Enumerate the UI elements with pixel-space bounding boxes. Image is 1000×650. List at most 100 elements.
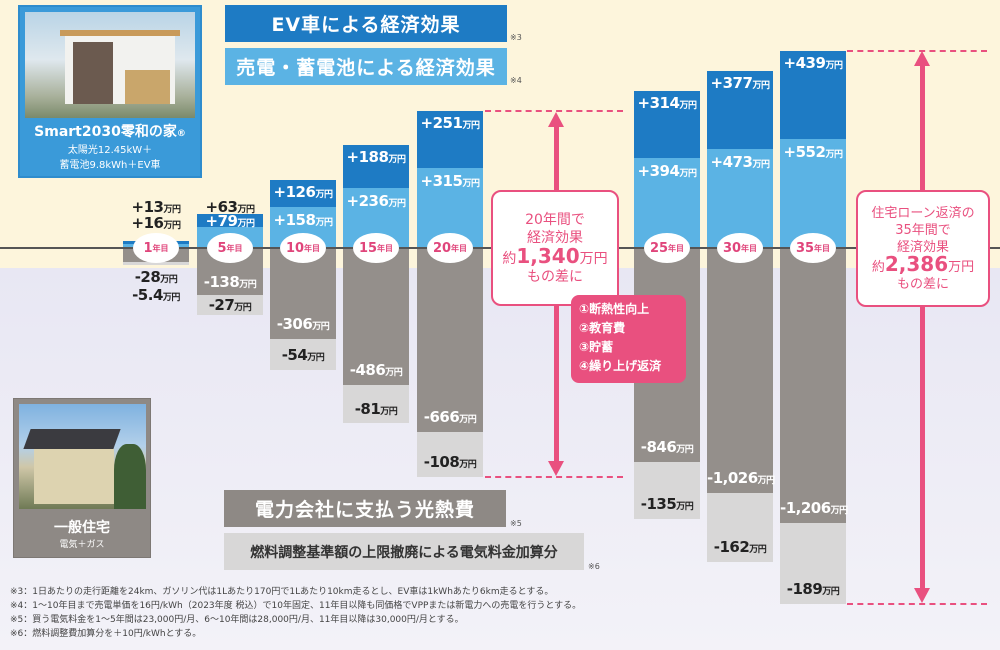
- bar-segment-fuel: [123, 262, 189, 265]
- arrow-up-icon: [548, 112, 564, 127]
- footnote: ※5：買う電気料金を1～5年間は23,000円/月、6～10年間は28,000円…: [10, 615, 464, 625]
- year-badge: 1 年目: [133, 233, 179, 263]
- label-ev: +377万円: [710, 73, 770, 92]
- label-fuel: -189万円: [786, 580, 840, 598]
- label-ev: +314万円: [637, 93, 697, 112]
- callout-20-unit: 万円: [579, 250, 608, 267]
- callout-20-line1: 20年間で: [525, 211, 585, 228]
- general-house-name: 一般住宅: [54, 520, 110, 536]
- dash-20-top: [485, 110, 623, 112]
- bar-segment-sale: [707, 148, 773, 248]
- callout-35-line1: 住宅ローン返済の: [871, 205, 975, 221]
- callout-35-unit: 万円: [948, 259, 975, 275]
- bar-segment-sale: [780, 139, 846, 248]
- year-badge: 15 年目: [353, 233, 399, 263]
- note-6: ※6: [588, 562, 600, 571]
- bar-segment-utility: [270, 248, 336, 339]
- smart-house-photo: [25, 12, 195, 118]
- bar-segment-fuel: [780, 523, 846, 604]
- bar-segment-utility: [417, 248, 483, 432]
- bar-segment-ev: [270, 179, 336, 208]
- label-sale: +79万円: [205, 212, 255, 230]
- callout-35-line2: 35年間で: [895, 222, 951, 238]
- bar-segment-ev: [707, 70, 773, 149]
- label-fuel: -108万円: [423, 453, 477, 471]
- year-badge: 10 年目: [280, 233, 326, 263]
- footnote: ※4：1～10年目まで売電単価を16円/kWh（2023年度 税込）で10年固定…: [10, 601, 582, 611]
- label-utility: -666万円: [423, 408, 477, 426]
- uses-list: ①断熱性向上 ②教育費 ③貯蓄 ④繰り上げ返済: [571, 295, 686, 383]
- year-badge: 5 年目: [207, 233, 253, 263]
- label-utility: -28万円: [134, 268, 178, 286]
- note-3: ※3: [510, 33, 522, 42]
- label-ev: +251万円: [420, 114, 480, 132]
- footnote: ※6：燃料調整費加算分を＋10円/kWhとする。: [10, 629, 202, 639]
- legend-sale: 売電・蓄電池による経済効果: [225, 48, 507, 85]
- smart-house-card: Smart2030零和の家® 太陽光12.45kW＋ 蓄電池9.8kWh＋EV車: [18, 5, 202, 178]
- label-ev: +439万円: [783, 54, 843, 72]
- bar-segment-utility: [707, 248, 773, 493]
- bar-segment-fuel: [634, 462, 700, 520]
- year-badge: 30 年目: [717, 233, 763, 263]
- legend-utility: 電力会社に支払う光熱費: [224, 490, 506, 527]
- callout-35-amount: 2,386: [884, 251, 949, 276]
- label-fuel: -81万円: [354, 399, 398, 418]
- label-utility: -306万円: [276, 314, 330, 333]
- bar-segment-ev: [197, 214, 263, 227]
- label-sale: +16万円: [131, 214, 181, 232]
- label-sale: +315万円: [420, 172, 480, 190]
- bar-segment-ev: [343, 145, 409, 188]
- callout-35-prefix: 約: [871, 259, 885, 275]
- bar-segment-ev: [780, 51, 846, 139]
- label-fuel: -54万円: [281, 346, 325, 364]
- bar-segment-utility: [343, 248, 409, 386]
- label-fuel: -162万円: [713, 537, 767, 556]
- dash-20-bottom: [485, 476, 623, 478]
- label-sale: +394万円: [637, 162, 697, 181]
- bar-segment-fuel: [270, 338, 336, 370]
- label-ev: +188万円: [346, 148, 406, 167]
- bar-segment-ev: [417, 111, 483, 168]
- smart-house-name: Smart2030零和の家: [34, 124, 177, 140]
- arrow-35-shaft: [920, 64, 925, 591]
- year-badge: 35 年目: [790, 233, 836, 263]
- bar-segment-utility: [780, 248, 846, 523]
- use-item: ③貯蓄: [579, 340, 614, 354]
- callout-20-years: 20年間で 経済効果 約1,340万円 もの差に: [491, 190, 619, 306]
- bar-segment-ev: [634, 90, 700, 159]
- bar-segment-fuel: [707, 492, 773, 562]
- legend-fuel: 燃料調整基準額の上限撤廃による電気料金加算分: [224, 533, 584, 570]
- footnote: ※3：1日あたりの走行距離を24km、ガソリン代は1Lあたり170円で1Lあたり…: [10, 587, 554, 597]
- footnotes: ※3：1日あたりの走行距離を24km、ガソリン代は1Lあたり170円で1Lあたり…: [10, 585, 581, 641]
- year-badge: 25 年目: [644, 233, 690, 263]
- year-badge: 20 年目: [427, 233, 473, 263]
- label-utility: -138万円: [203, 273, 257, 291]
- label-sale: +236万円: [346, 191, 406, 210]
- label-fuel: -135万円: [640, 495, 694, 514]
- registered-mark: ®: [176, 129, 186, 139]
- note-5: ※5: [510, 519, 522, 528]
- label-ev: +63万円: [205, 198, 255, 216]
- label-utility: -1,206万円: [780, 499, 848, 517]
- legend-ev: EV車による経済効果: [225, 5, 507, 42]
- label-ev: +13万円: [131, 198, 181, 216]
- arrow-down-icon: [548, 461, 564, 476]
- general-house-spec: 電気＋ガス: [59, 540, 105, 550]
- general-house-photo: [19, 404, 146, 509]
- use-item: ④繰り上げ返済: [579, 359, 662, 373]
- callout-20-line4: もの差に: [527, 268, 583, 285]
- dash-35-bottom: [847, 603, 987, 605]
- callout-20-prefix: 約: [502, 250, 517, 267]
- general-house-card: 一般住宅 電気＋ガス: [13, 398, 151, 558]
- label-utility: -846万円: [640, 438, 694, 457]
- use-item: ①断熱性向上: [579, 302, 650, 316]
- callout-20-amount: 1,340: [516, 243, 580, 268]
- callout-35-years: 住宅ローン返済の 35年間で 経済効果 約2,386万円 もの差に: [856, 190, 990, 307]
- callout-35-line3: 経済効果: [896, 239, 949, 255]
- bar-segment-fuel: [343, 385, 409, 424]
- label-ev: +126万円: [273, 182, 333, 201]
- smart-house-spec2: 蓄電池9.8kWh＋EV車: [59, 160, 161, 171]
- note-4: ※4: [510, 76, 522, 85]
- bar-segment-fuel: [417, 432, 483, 477]
- arrow-down-icon: [914, 588, 930, 603]
